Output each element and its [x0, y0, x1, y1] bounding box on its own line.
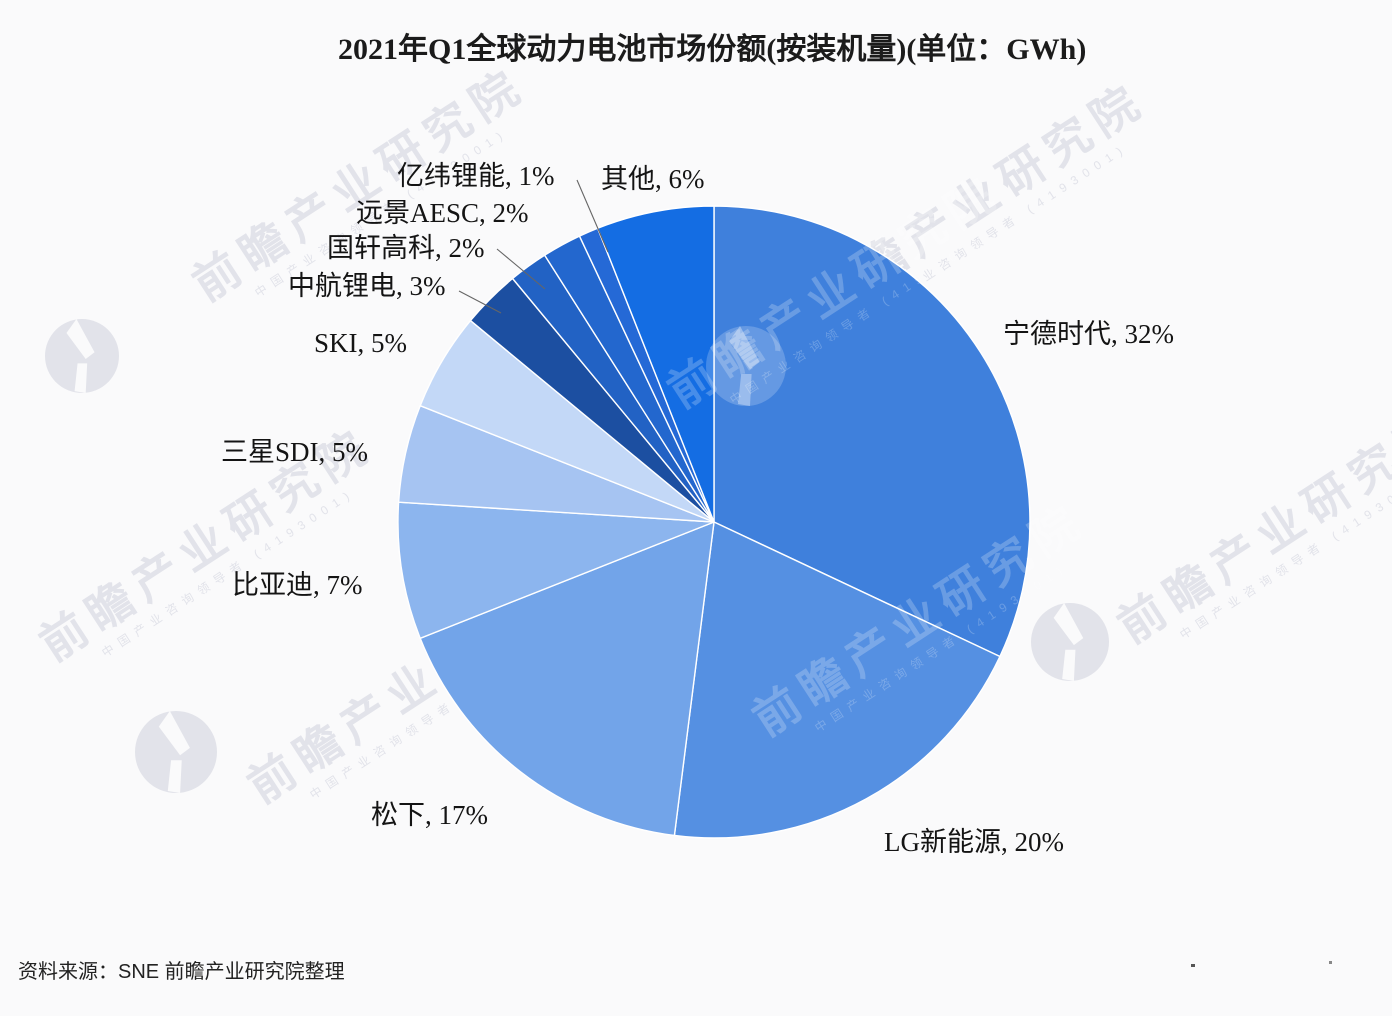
- source-note: 资料来源：SNE 前瞻产业研究院整理: [18, 961, 345, 983]
- artifact-dot: [1191, 964, 1195, 967]
- pie-slice-11: [597, 205, 715, 523]
- pie-slice-2: [673, 521, 1001, 839]
- artifact-dot: [1329, 961, 1332, 964]
- pie-slice-1: [713, 205, 1031, 658]
- chart-title: 2021年Q1全球动力电池市场份额(按装机量)(单位：GWh): [338, 33, 1087, 66]
- label-leader-line: [458, 290, 502, 314]
- pie-slice-4: [397, 501, 715, 639]
- label-leader-line: [576, 179, 609, 253]
- label-leader-line: [496, 248, 546, 290]
- pie-slice-3: [419, 521, 715, 837]
